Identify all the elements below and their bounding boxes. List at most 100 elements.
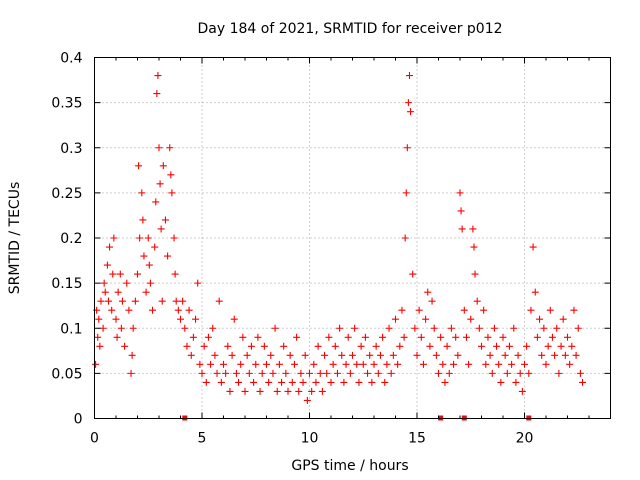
data-point <box>462 333 470 341</box>
data-point <box>183 342 191 350</box>
data-point <box>544 342 552 350</box>
data-point <box>364 369 372 377</box>
data-point <box>493 342 501 350</box>
data-point <box>470 243 478 251</box>
data-point <box>177 315 184 323</box>
data-point <box>579 378 587 386</box>
y-axis-label: SRMTID / TECUs <box>7 182 23 295</box>
data-point <box>525 369 533 377</box>
data-point <box>437 333 445 341</box>
data-point <box>336 324 344 332</box>
data-point <box>478 342 485 350</box>
data-point <box>376 351 384 359</box>
data-point <box>344 333 352 341</box>
data-point <box>128 351 136 359</box>
y-tick-label: 0.4 <box>60 51 82 67</box>
data-point <box>340 378 348 386</box>
x-tick-label: 5 <box>198 431 207 447</box>
data-point <box>392 315 399 323</box>
data-point <box>226 387 234 395</box>
data-point <box>263 360 270 368</box>
y-tick-label: 0.15 <box>51 276 82 292</box>
data-point <box>156 180 164 188</box>
data-point <box>389 351 397 359</box>
data-point <box>293 333 301 341</box>
data-point <box>200 342 208 350</box>
data-point <box>189 333 197 341</box>
data-point <box>97 297 105 305</box>
data-point <box>209 324 217 332</box>
data-point <box>155 144 163 152</box>
data-point <box>452 333 460 341</box>
data-point <box>303 396 311 404</box>
data-point <box>405 72 413 80</box>
data-point <box>222 369 230 377</box>
data-point <box>131 297 139 305</box>
data-point <box>125 306 133 314</box>
data-point <box>140 252 148 260</box>
data-point <box>484 333 492 341</box>
data-point <box>379 333 387 341</box>
data-point <box>533 333 541 341</box>
data-point <box>149 306 157 314</box>
data-point <box>161 216 169 224</box>
data-point <box>383 360 391 368</box>
data-point <box>172 297 180 305</box>
data-point <box>297 369 305 377</box>
data-point <box>417 333 425 341</box>
data-point <box>228 351 236 359</box>
data-point <box>333 369 341 377</box>
data-point <box>207 360 215 368</box>
data-point <box>398 306 406 314</box>
data-point <box>329 360 337 368</box>
data-point <box>490 324 498 332</box>
data-point <box>503 369 511 377</box>
data-point <box>109 270 117 278</box>
data-point <box>288 378 296 386</box>
data-point <box>290 360 298 368</box>
data-point <box>527 306 535 314</box>
data-point <box>413 351 421 359</box>
data-point <box>546 306 554 314</box>
x-axis-label: GPS time / hours <box>291 458 408 474</box>
data-point <box>553 324 561 332</box>
data-point <box>458 225 466 233</box>
data-point <box>239 333 247 341</box>
data-point <box>92 360 100 368</box>
data-point <box>114 288 122 296</box>
data-point <box>100 279 108 287</box>
chart-title: Day 184 of 2021, SRMTID for receiver p01… <box>197 21 502 37</box>
data-point <box>129 324 137 332</box>
data-point <box>96 342 104 350</box>
data-point <box>488 369 496 377</box>
data-point <box>318 387 326 395</box>
data-point <box>245 369 253 377</box>
data-point <box>394 360 402 368</box>
data-point <box>447 324 455 332</box>
data-point <box>312 378 320 386</box>
data-point <box>286 351 294 359</box>
data-point <box>465 360 473 368</box>
data-point <box>280 342 288 350</box>
data-point <box>202 378 210 386</box>
y-tick-label: 0.05 <box>51 366 82 382</box>
data-point <box>450 360 458 368</box>
x-tick-label: 15 <box>408 431 426 447</box>
data-point <box>273 387 281 395</box>
data-point <box>325 333 333 341</box>
data-point <box>299 378 307 386</box>
data-point <box>327 378 335 386</box>
data-point <box>512 378 520 386</box>
data-point <box>174 306 182 314</box>
data-point <box>323 369 331 377</box>
data-point <box>374 369 382 377</box>
data-point <box>104 297 112 305</box>
data-point <box>501 351 509 359</box>
data-point <box>473 297 481 305</box>
data-point <box>349 351 356 359</box>
data-point <box>561 351 569 359</box>
data-point <box>106 243 114 251</box>
x-tick-label: 0 <box>90 431 99 447</box>
data-point <box>508 360 516 368</box>
y-tick-label: 0.1 <box>60 321 82 337</box>
